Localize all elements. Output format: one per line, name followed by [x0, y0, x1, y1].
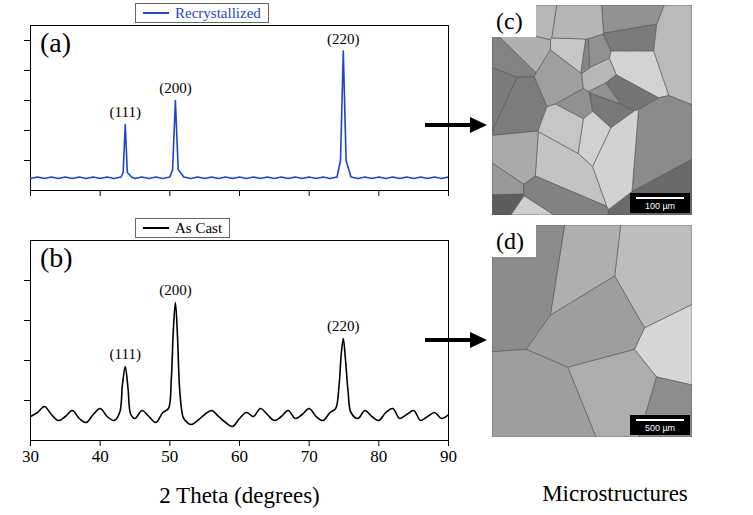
svg-text:(200): (200)	[159, 80, 192, 97]
html-text:Microstructures: Microstructures	[542, 481, 688, 506]
svg-text:60: 60	[231, 447, 248, 466]
html-text:(b): (b)	[40, 242, 73, 273]
svg-text:90: 90	[440, 447, 457, 466]
svg-text:80: 80	[370, 447, 387, 466]
svg-text:(220): (220)	[327, 31, 360, 48]
svg-text:40: 40	[92, 447, 109, 466]
svg-text:70: 70	[301, 447, 318, 466]
svg-text:30: 30	[22, 447, 39, 466]
svg-text:(d): (d)	[496, 228, 524, 254]
svg-text:50: 50	[161, 447, 178, 466]
svg-text:(220): (220)	[327, 318, 360, 335]
svg-text:500 µm: 500 µm	[645, 423, 675, 433]
svg-text:2 Theta (degrees): 2 Theta (degrees)	[159, 483, 320, 508]
svg-text:(200): (200)	[159, 282, 192, 299]
svg-text:100 µm: 100 µm	[645, 201, 675, 211]
svg-text:(c): (c)	[496, 8, 523, 34]
svg-text:(111): (111)	[110, 104, 141, 121]
svg-text:(111): (111)	[110, 346, 141, 363]
html-text:Recrystallized: Recrystallized	[175, 5, 261, 21]
html-text:(a): (a)	[40, 27, 72, 58]
html-text:As Cast: As Cast	[175, 220, 223, 236]
